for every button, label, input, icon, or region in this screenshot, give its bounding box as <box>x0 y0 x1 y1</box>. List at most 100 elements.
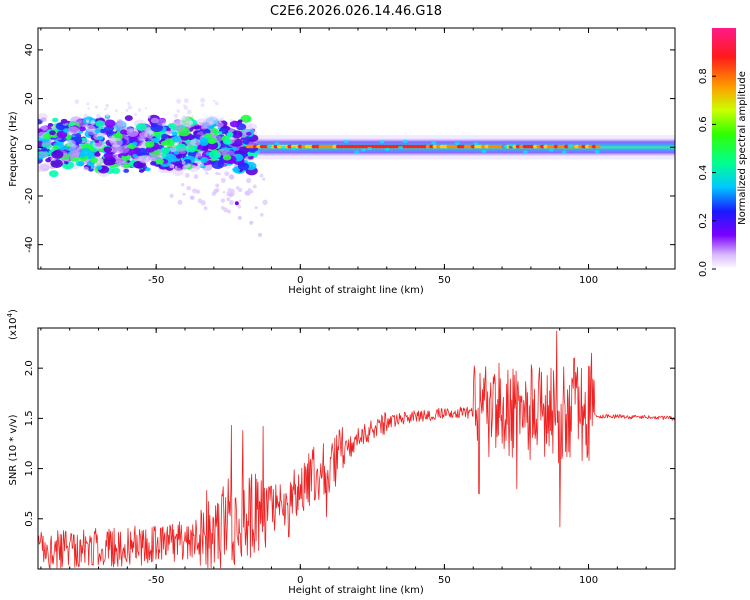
colorbar: 0.0 0.2 0.4 0.6 0.8 Normalized spectral ampl… <box>698 28 748 277</box>
spectrogram-cell <box>105 113 110 118</box>
spectrogram-cell <box>237 204 242 209</box>
spectrogram-cell <box>237 162 250 171</box>
colorbar-tick-label: 0.2 <box>698 213 709 229</box>
spectrogram-cell <box>237 215 242 220</box>
spectrogram-ytick-label: 40 <box>24 44 35 57</box>
spectrogram-cell <box>94 128 101 134</box>
spectrogram-cell <box>181 115 187 121</box>
spectrogram-cell <box>225 164 231 169</box>
spectrogram-cell <box>226 197 231 202</box>
spectrogram-cell <box>222 138 233 145</box>
spectrogram-cell <box>182 192 186 196</box>
snr-panel: -50 0 50 100 0.5 1.0 1.5 2.0 Height of straight… <box>6 309 676 596</box>
snr-ytick-label: 1.5 <box>24 410 35 426</box>
spectrogram-cell <box>247 188 252 192</box>
spectrogram-ytick-label: -40 <box>24 236 35 252</box>
spectrogram-cell <box>218 131 223 135</box>
spectrogram-cell <box>196 165 201 170</box>
spectrogram-cell <box>104 119 116 128</box>
spectrogram-cell <box>246 177 252 184</box>
spectrogram-cell <box>176 109 181 113</box>
spectrogram-cell <box>274 141 280 146</box>
spectrogram-cell <box>94 105 99 109</box>
spectrogram-cell <box>90 120 96 126</box>
spectrogram-cell <box>212 99 216 103</box>
spectrogram-cell <box>177 147 187 155</box>
spectrogram-cell <box>96 113 101 119</box>
spectrogram-cell <box>123 168 130 173</box>
spectrogram-cell <box>108 135 116 142</box>
spectrogram-cell <box>262 199 268 205</box>
spectrogram-cell <box>205 164 209 169</box>
spectrogram-cell <box>231 130 243 139</box>
spectrogram-cell <box>169 193 174 199</box>
spectrogram-cell <box>103 152 113 159</box>
spectrogram-cell <box>211 160 224 170</box>
spectrogram-cell <box>207 138 217 145</box>
spectrogram-cell <box>246 131 252 136</box>
spectrogram-cell <box>118 145 130 154</box>
spectrogram-cell <box>216 121 224 128</box>
spectrogram-cell <box>248 155 254 160</box>
spectrogram-cell <box>361 148 367 152</box>
spectrogram-cell <box>145 146 155 153</box>
snr-xtick-label: 50 <box>438 575 451 586</box>
spectrogram-cell <box>249 220 254 225</box>
spectrogram-cell <box>85 124 96 133</box>
spectrogram-cell <box>127 101 131 105</box>
spectrogram-cell <box>235 186 240 190</box>
spectrogram-cell <box>222 190 226 194</box>
spectrogram-cell <box>220 198 226 203</box>
spectrogram-cell <box>83 113 88 118</box>
spectrogram-cell <box>280 146 286 150</box>
spectrogram-cell <box>173 113 179 119</box>
spectrogram-cell <box>454 141 460 146</box>
spectrogram-cell <box>180 182 185 187</box>
spectrogram-xtick-label: 100 <box>579 275 598 286</box>
snr-xtick-label: 0 <box>297 575 303 586</box>
snr-xlabel: Height of straight line (km) <box>288 585 424 596</box>
spectrogram-cell <box>222 154 232 161</box>
spectrogram-cell <box>240 114 252 123</box>
spectrogram-cell <box>166 127 171 132</box>
spectrogram-cell <box>114 160 123 166</box>
spectrogram-cell <box>561 150 567 154</box>
spectrogram-cell <box>244 136 252 142</box>
spectrogram-cell <box>508 143 514 147</box>
spectrogram-cell <box>259 212 264 217</box>
spectrogram-cell <box>145 167 151 172</box>
spectrogram-cell <box>114 109 118 113</box>
spectrogram-cell <box>227 209 231 214</box>
spectrogram-cell <box>237 119 243 123</box>
spectrogram-heatmap <box>38 97 675 237</box>
spectrogram-ylabel: Frequency (Hz) <box>8 111 19 187</box>
spectrogram-cell <box>135 123 147 131</box>
spectrogram-cell <box>255 150 261 154</box>
spectrogram-cell <box>105 103 109 108</box>
spectrogram-cell <box>354 150 360 154</box>
spectrogram-cell <box>226 132 234 138</box>
spectrogram-cell <box>367 146 373 151</box>
spectrogram-ytick-label: 0 <box>24 144 35 150</box>
colorbar-gradient <box>712 28 736 269</box>
snr-ticks: -50 0 50 100 0.5 1.0 1.5 2.0 <box>24 328 676 586</box>
spectrogram-cell <box>232 166 241 173</box>
spectrogram-cell <box>124 115 133 121</box>
spectrogram-cell <box>259 173 264 178</box>
spectrogram-cell <box>45 158 52 163</box>
spectrogram-cell <box>67 126 80 135</box>
spectrogram-cell <box>254 206 258 210</box>
spectrogram-cell <box>257 232 262 237</box>
spectrogram-cell <box>63 128 70 133</box>
spectrogram-cell <box>204 132 212 139</box>
spectrogram-cell <box>242 152 249 158</box>
snr-xtick-label: -50 <box>148 575 164 586</box>
spectrogram-cell <box>246 151 253 157</box>
spectrogram-cell <box>189 195 194 200</box>
spectrogram-cell <box>77 161 85 167</box>
spectrogram-cell <box>43 133 52 140</box>
spectrogram-cell <box>174 165 178 169</box>
snr-ytick-label: 0.5 <box>24 511 35 527</box>
snr-ylabel: SNR (10 * v/v) <box>8 414 19 485</box>
spectrogram-cell <box>147 115 151 119</box>
